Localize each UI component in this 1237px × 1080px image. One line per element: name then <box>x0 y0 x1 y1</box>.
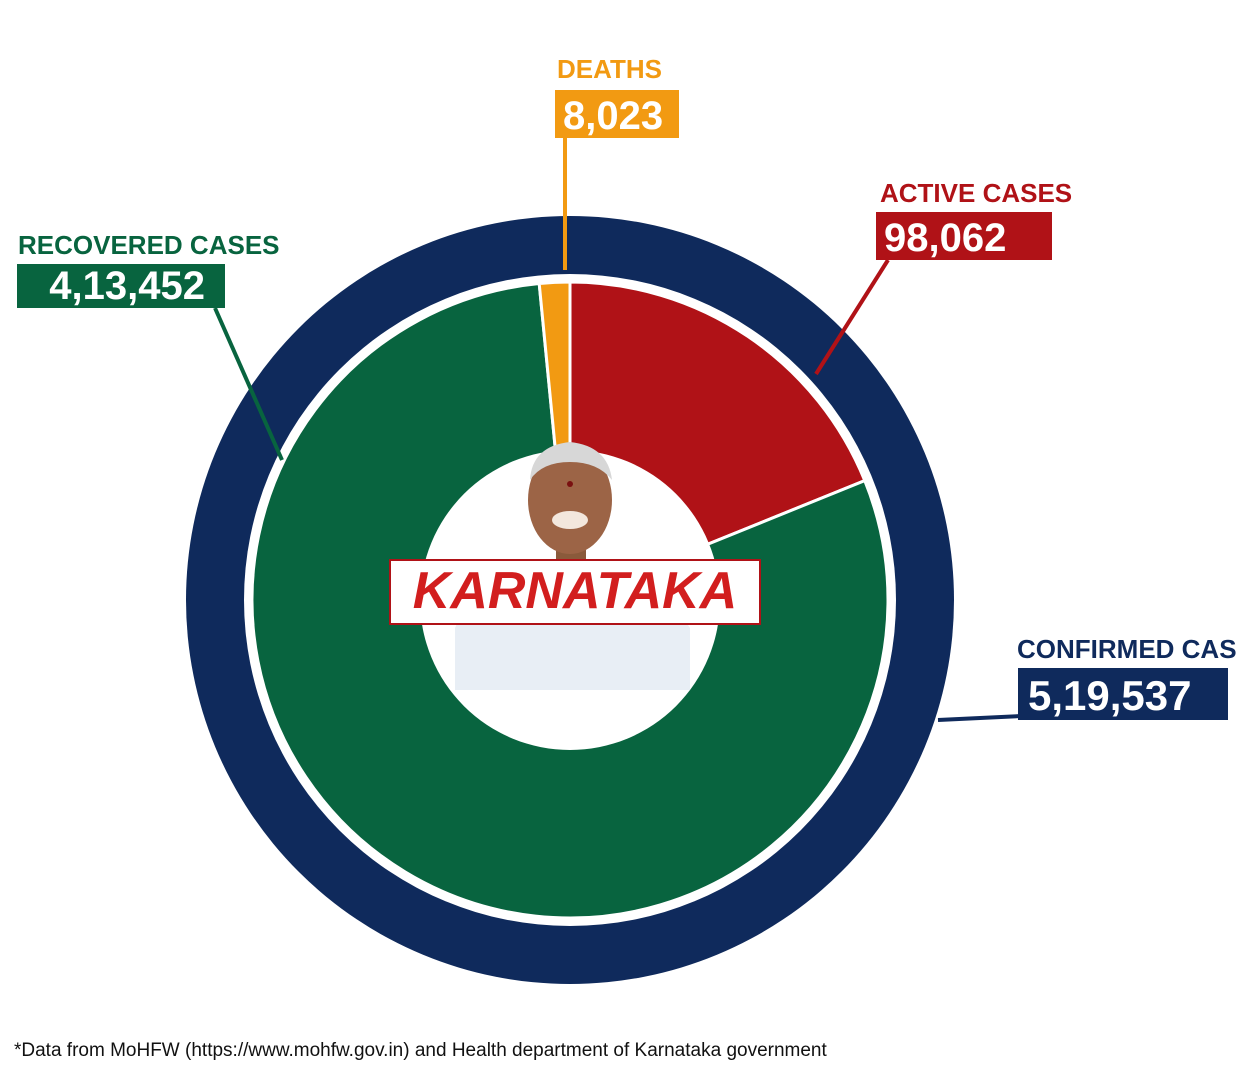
label-active-cases: ACTIVE CASES <box>880 178 1072 208</box>
state-label: KARNATAKA <box>389 559 761 625</box>
value-box-active-cases <box>876 212 1052 260</box>
slice-labels: ACTIVE CASES 98,062 RECOVERED CASES 4,13,45… <box>17 54 1237 722</box>
value-active-cases: 98,062 <box>884 216 1006 260</box>
label-confirmed-cases: CONFIRMED CASES <box>1017 634 1237 664</box>
value-confirmed-cases: 5,19,537 <box>1028 672 1192 719</box>
leader-active-cases <box>814 258 890 376</box>
leader-confirmed-cases <box>937 714 1023 722</box>
label-recovered-cases: RECOVERED CASES <box>18 230 280 260</box>
leader-recovered-cases <box>213 307 284 461</box>
value-box-deaths <box>555 90 679 138</box>
value-box-recovered-cases <box>17 264 225 308</box>
value-recovered-cases: 4,13,452 <box>49 264 205 308</box>
data-source-footnote: *Data from MoHFW (https://www.mohfw.gov.… <box>14 1040 827 1061</box>
value-deaths: 8,023 <box>563 94 663 138</box>
state-name: KARNATAKA <box>413 562 737 620</box>
label-deaths: DEATHS <box>557 54 662 84</box>
value-box-confirmed-cases <box>1018 668 1228 720</box>
